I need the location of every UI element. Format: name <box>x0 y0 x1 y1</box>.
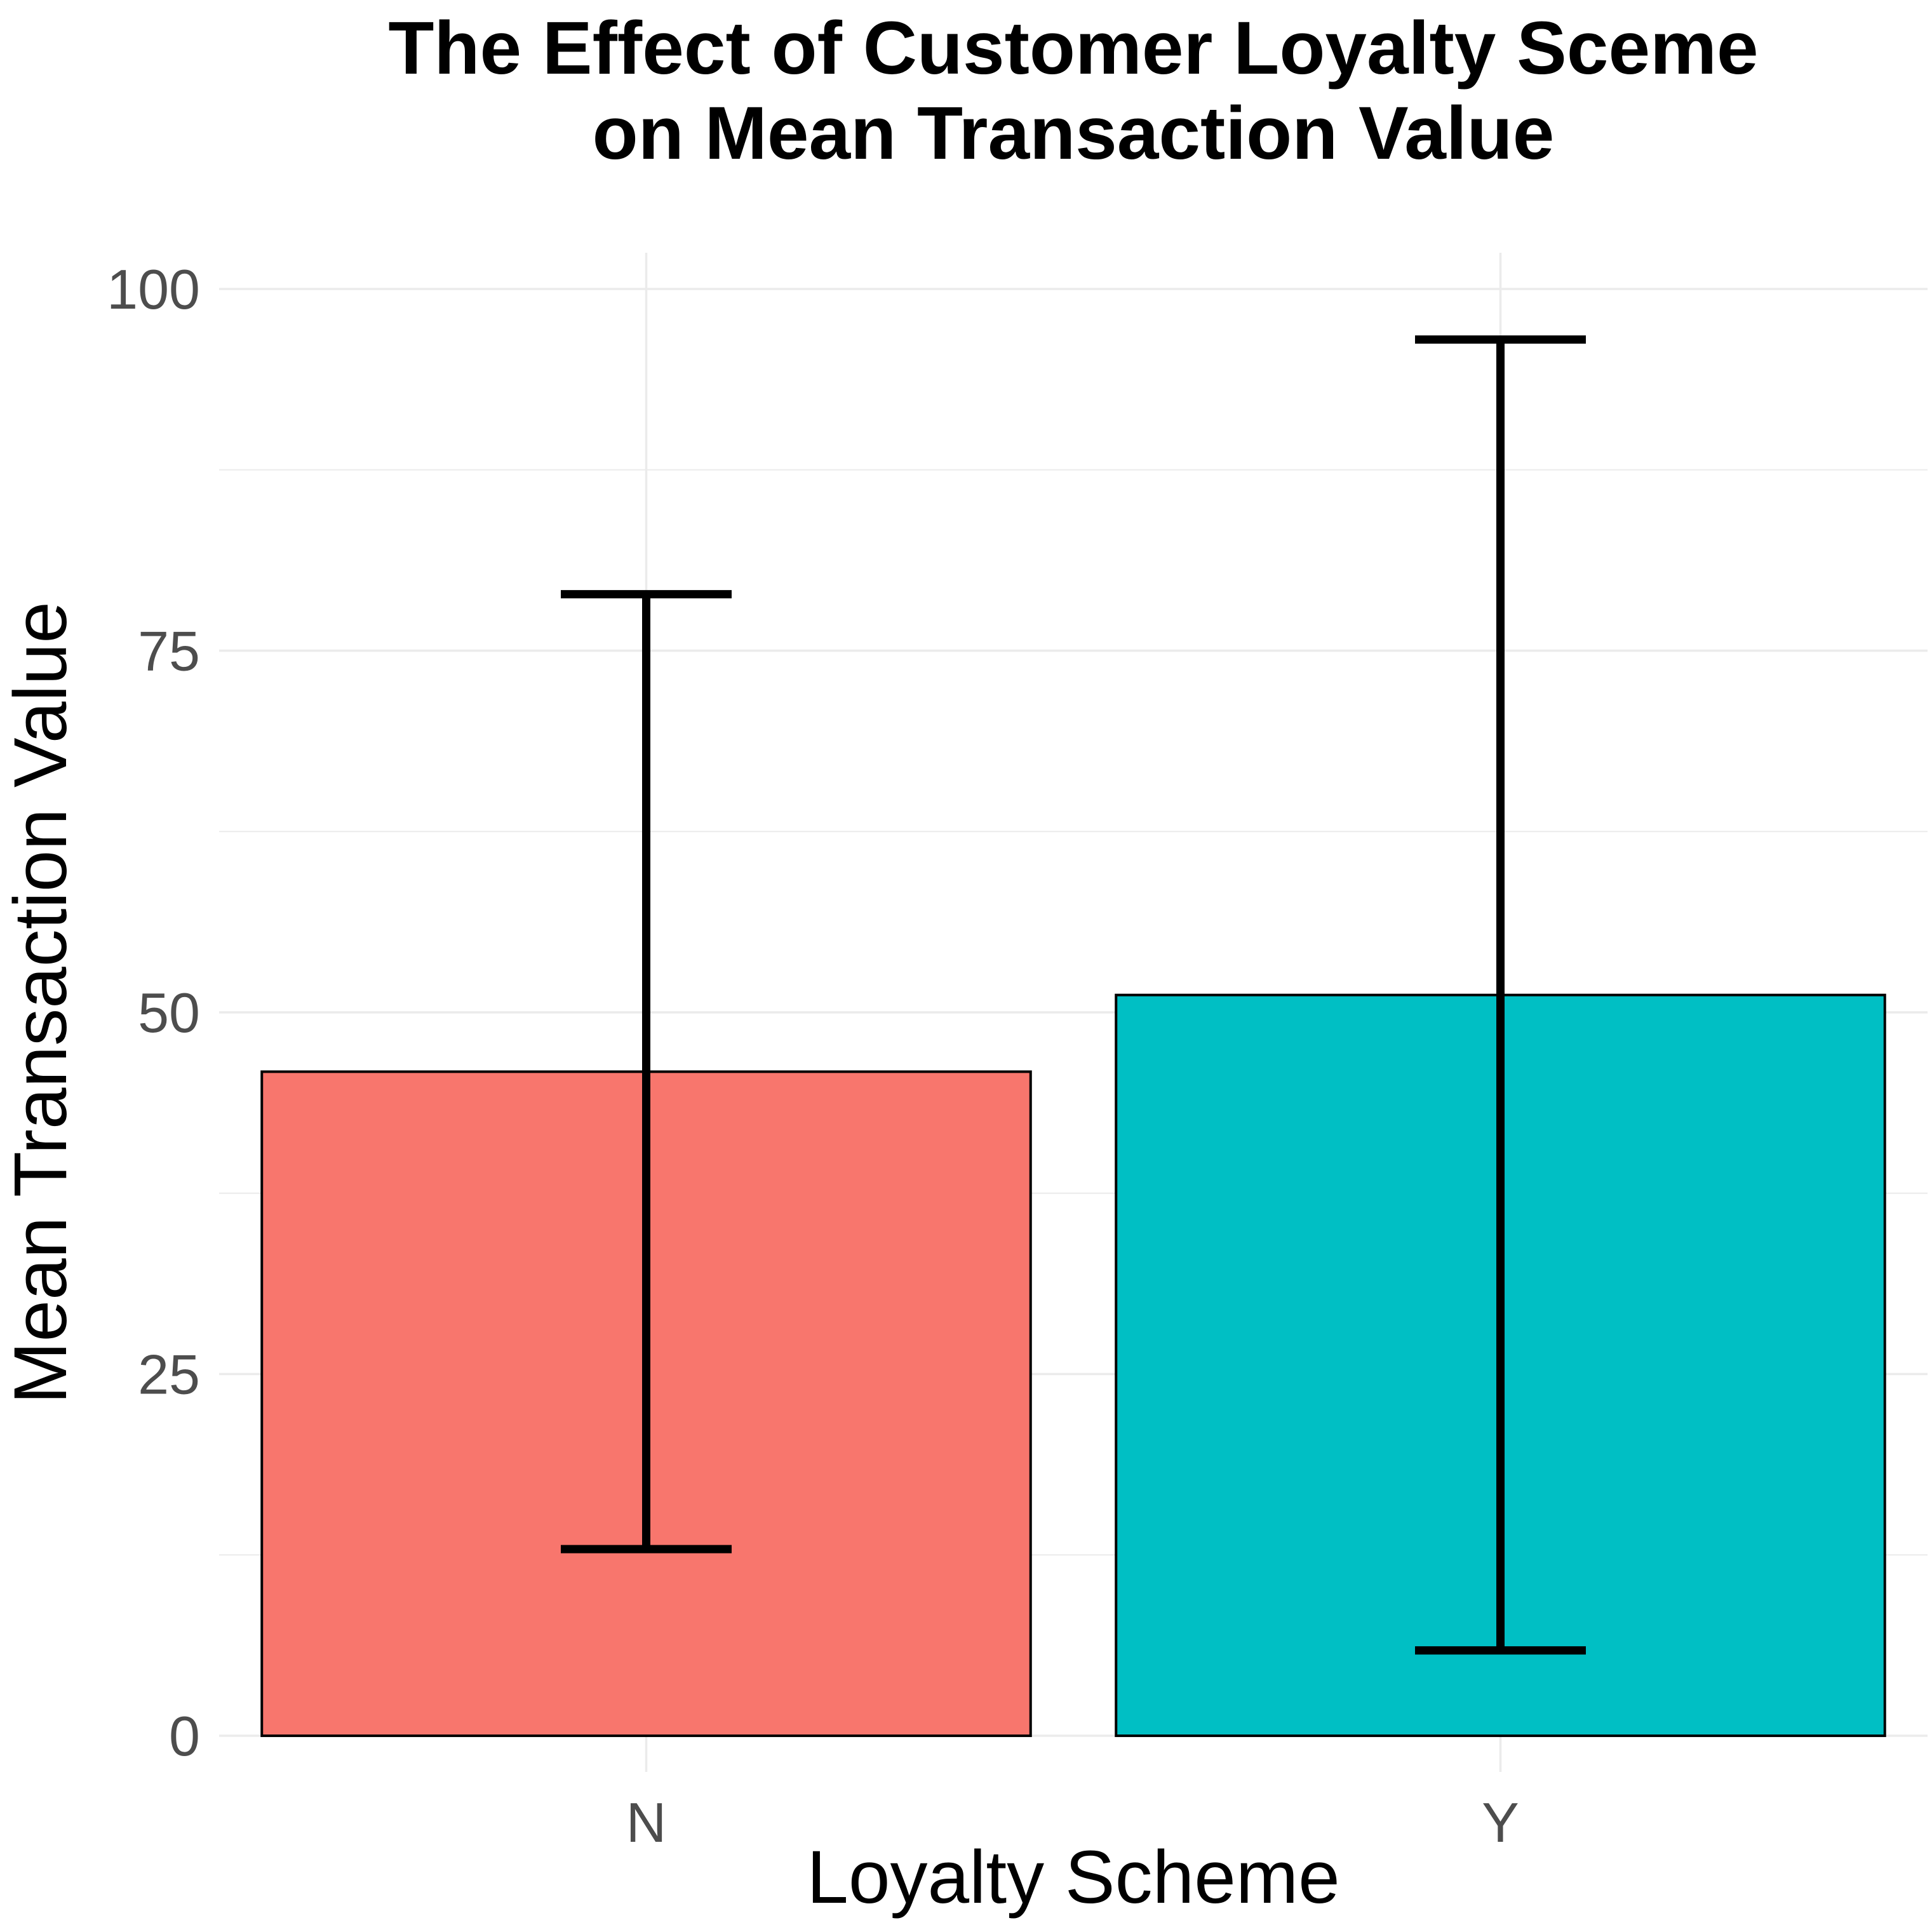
error-bar-n <box>561 590 732 1553</box>
bars <box>260 993 1886 1738</box>
x-axis-title: Loyalty Scheme <box>807 1835 1340 1919</box>
y-axis-title: Mean Transaction Value <box>0 601 83 1404</box>
y-tick-label: 100 <box>107 258 200 321</box>
y-axis-ticks: 0 25 50 75 100 <box>107 258 200 1768</box>
y-tick-label: 50 <box>138 981 200 1044</box>
chart-title-line-2: on Mean Transaction Value <box>593 91 1555 175</box>
y-tick-label: 25 <box>138 1343 200 1406</box>
error-bars <box>561 335 1586 1655</box>
chart-title-line-1: The Effect of Customer Loyalty Sceme <box>388 6 1758 90</box>
x-tick-label: Y <box>1482 1791 1519 1854</box>
error-bar-y <box>1415 335 1586 1655</box>
y-tick-label: 0 <box>169 1705 200 1768</box>
y-tick-label: 75 <box>138 619 200 682</box>
x-tick-label: N <box>626 1791 667 1854</box>
